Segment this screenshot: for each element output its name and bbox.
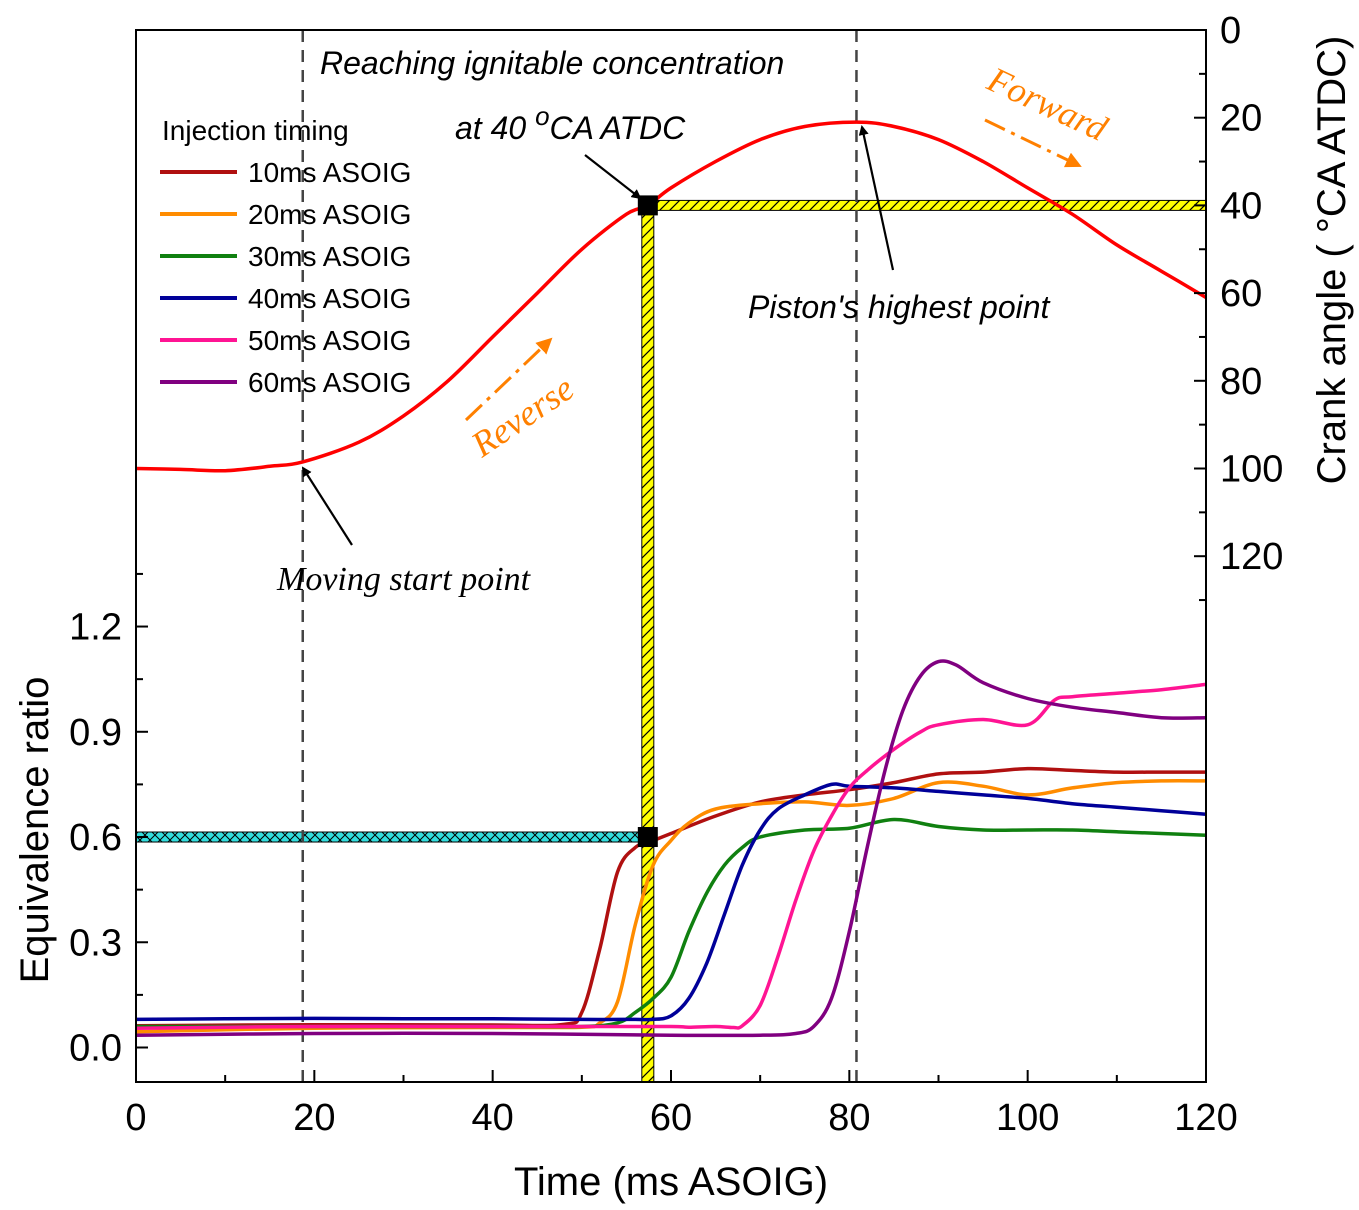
y-tick-label: 0.6 bbox=[69, 817, 122, 859]
arrow-forward bbox=[984, 118, 1082, 168]
y2-tick-label: 80 bbox=[1220, 361, 1262, 403]
legend-label-3: 40ms ASOIG bbox=[248, 283, 411, 314]
annotation-reaching: Reaching ignitable concentration bbox=[320, 45, 784, 81]
annotation-reverse: Reverse bbox=[463, 368, 581, 465]
y2-tick-label: 40 bbox=[1220, 185, 1262, 227]
annotation-forward: Forward bbox=[981, 59, 1115, 150]
y-axis-title: Equivalence ratio bbox=[13, 677, 57, 984]
series-layer bbox=[135, 659, 1207, 1038]
x-tick-label: 40 bbox=[472, 1097, 514, 1139]
y-tick-label: 1.2 bbox=[69, 607, 122, 649]
x-tick-label: 120 bbox=[1174, 1097, 1237, 1139]
y2-tick-label: 60 bbox=[1220, 273, 1262, 315]
legend-label-5: 60ms ASOIG bbox=[248, 367, 411, 398]
ignition-point-ratio bbox=[637, 827, 658, 848]
legend: Injection timing 10ms ASOIG 20ms ASOIG 30m… bbox=[160, 115, 411, 398]
arrow-piston bbox=[858, 125, 895, 271]
x-axis-title: Time (ms ASOIG) bbox=[514, 1160, 828, 1204]
series-line-1 bbox=[135, 779, 1207, 1034]
ignition-point-crank bbox=[637, 195, 658, 216]
legend-label-4: 50ms ASOIG bbox=[248, 325, 411, 356]
annotation-piston: Piston's highest point bbox=[748, 289, 1051, 325]
band-horizontal-crank bbox=[647, 199, 1207, 211]
legend-label-0: 10ms ASOIG bbox=[248, 157, 411, 188]
y-tick-label: 0.0 bbox=[69, 1028, 122, 1070]
x-tick-label: 0 bbox=[125, 1097, 146, 1139]
y2-axis: 0 20 40 60 80 100 120 bbox=[1194, 10, 1283, 602]
annotation-moving: Moving start point bbox=[276, 561, 532, 598]
x-tick-label: 20 bbox=[293, 1097, 335, 1139]
at40-suffix: CA ATDC bbox=[550, 110, 687, 146]
series-line-2 bbox=[135, 817, 1207, 1029]
y2-axis-title: Crank angle ( °CA ATDC) bbox=[1310, 36, 1354, 485]
arrow-reverse bbox=[464, 337, 553, 422]
legend-title: Injection timing bbox=[162, 115, 349, 146]
y2-tick-label: 0 bbox=[1220, 10, 1241, 52]
legend-label-1: 20ms ASOIG bbox=[248, 199, 411, 230]
y2-tick-label: 20 bbox=[1220, 98, 1262, 140]
series-line-5 bbox=[135, 659, 1207, 1038]
y-tick-label: 0.3 bbox=[69, 922, 122, 964]
x-axis: 0 20 40 60 80 100 120 bbox=[125, 1070, 1238, 1139]
y-axis: 0.0 0.3 0.6 0.9 1.2 bbox=[69, 572, 148, 1070]
series-line-0 bbox=[135, 766, 1206, 1028]
y-tick-label: 0.9 bbox=[69, 712, 122, 754]
annotation-at40: at 40 oCA ATDC bbox=[455, 101, 686, 146]
arrow-at40 bbox=[584, 154, 642, 200]
band-vertical-ignition bbox=[641, 204, 655, 1083]
legend-label-2: 30ms ASOIG bbox=[248, 241, 411, 272]
x-tick-label: 80 bbox=[828, 1097, 870, 1139]
at40-degree: o bbox=[535, 101, 549, 131]
series-line-4 bbox=[135, 682, 1207, 1030]
y2-tick-label: 120 bbox=[1220, 536, 1283, 578]
x-tick-label: 100 bbox=[996, 1097, 1059, 1139]
dashed-reference-lines bbox=[301, 30, 858, 1082]
crank-angle-line bbox=[135, 120, 1207, 473]
arrow-moving bbox=[301, 466, 353, 546]
series-line-3 bbox=[135, 782, 1207, 1022]
x-tick-label: 60 bbox=[650, 1097, 692, 1139]
band-horizontal-ratio bbox=[135, 831, 649, 843]
y2-tick-label: 100 bbox=[1220, 449, 1283, 491]
at40-prefix: at 40 bbox=[455, 110, 535, 146]
